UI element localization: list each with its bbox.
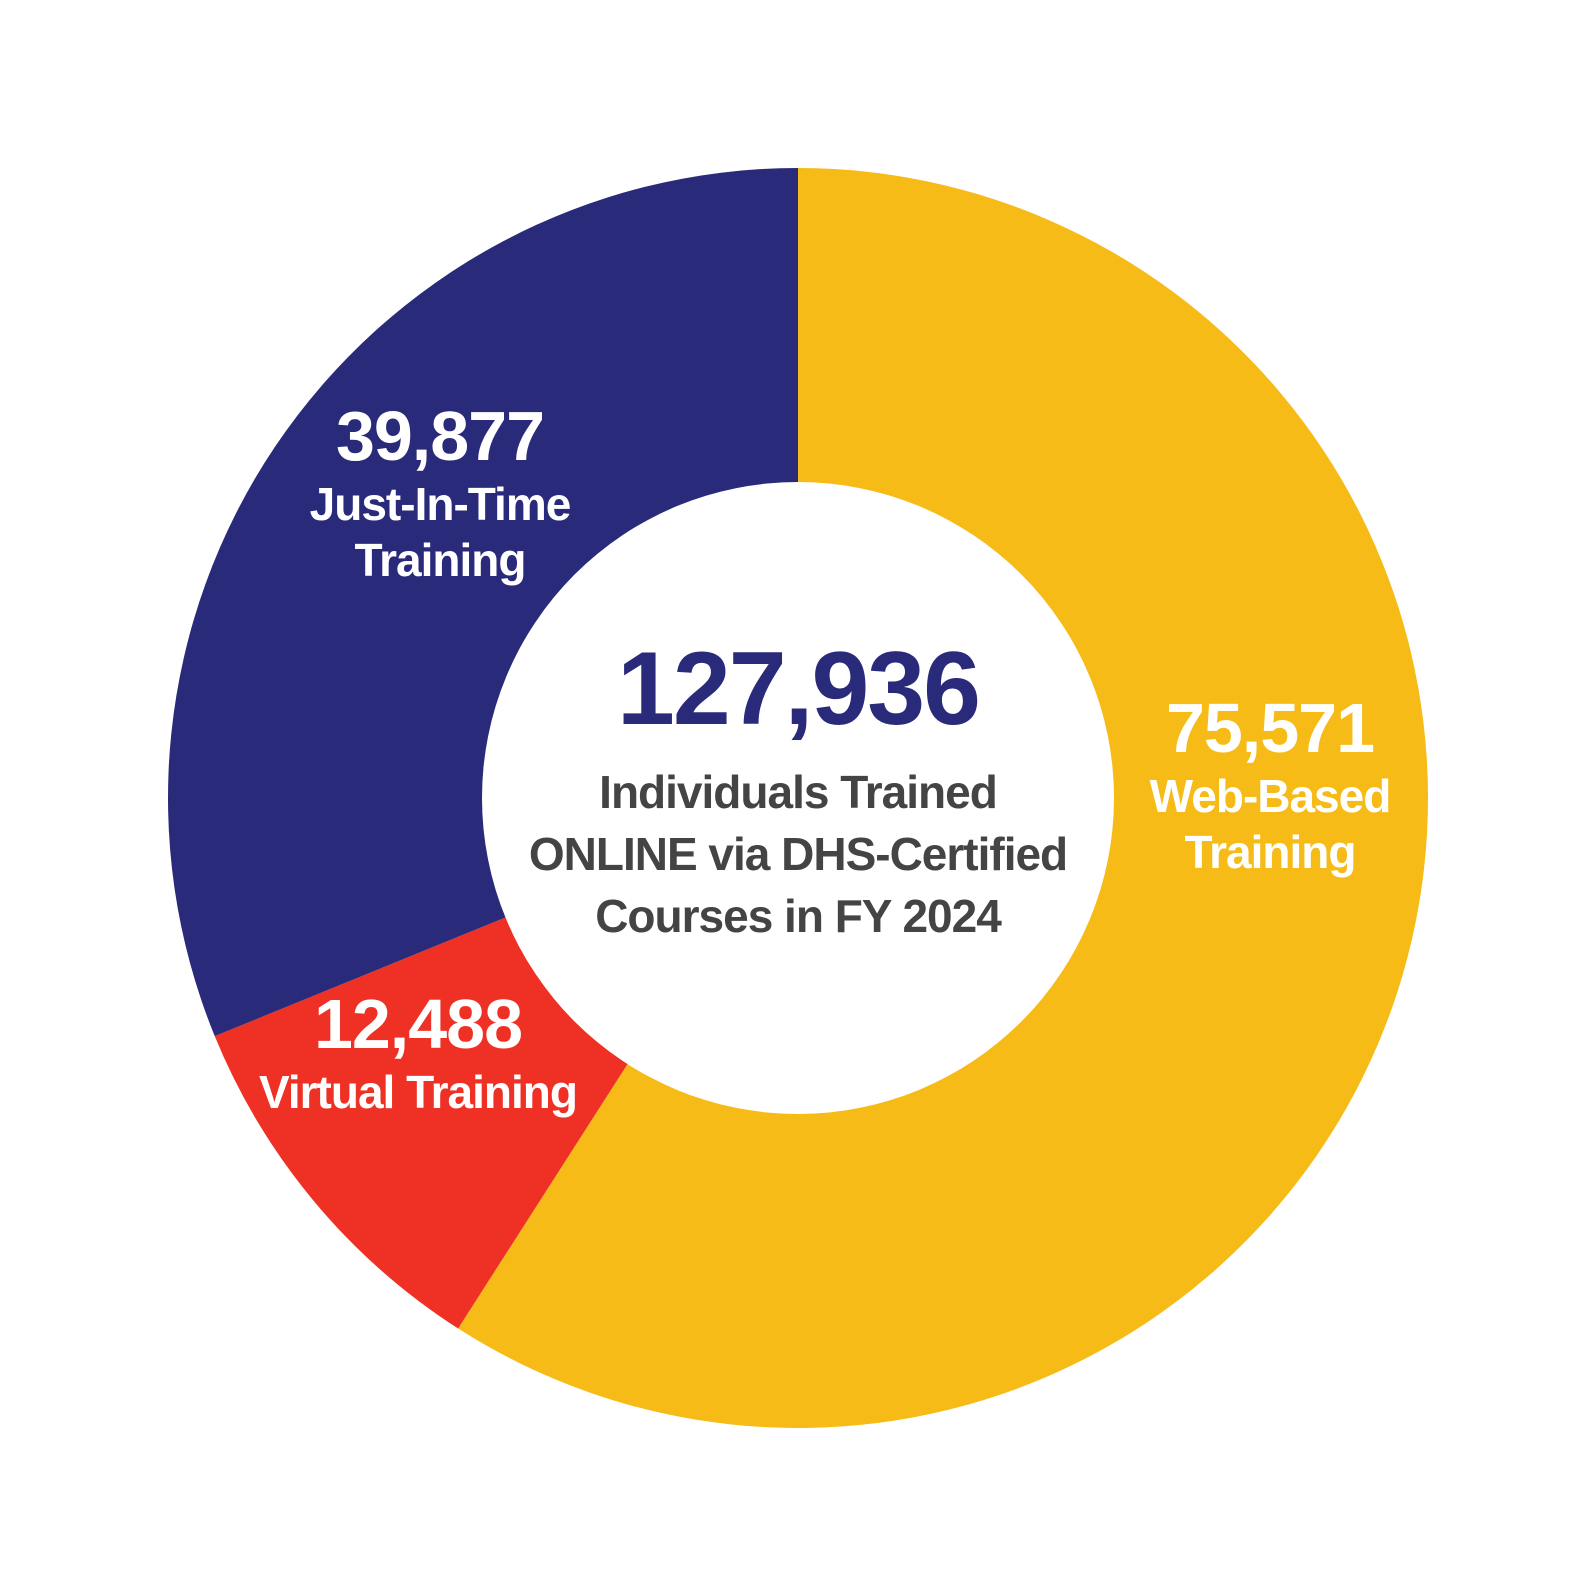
donut-hole [482,482,1114,1114]
slice-category-label: Training [355,534,526,586]
slice-value-label: 12,488 [314,985,522,1063]
slice-category-label: Just-In-Time [310,478,571,530]
slice-value-label: 75,571 [1166,689,1374,767]
slice-category-label: Virtual Training [259,1066,577,1118]
center-summary: 127,936 Individuals Trained ONLINE via D… [529,631,1068,942]
slice-value-label: 39,877 [336,397,544,475]
center-label-line-3: Courses in FY 2024 [595,890,1002,942]
slice-category-label: Training [1185,826,1356,878]
slice-category-label: Web-Based [1150,770,1391,822]
center-label-line-2: ONLINE via DHS-Certified [529,828,1067,880]
center-label-line-1: Individuals Trained [599,766,997,818]
center-total-value: 127,936 [617,631,979,747]
